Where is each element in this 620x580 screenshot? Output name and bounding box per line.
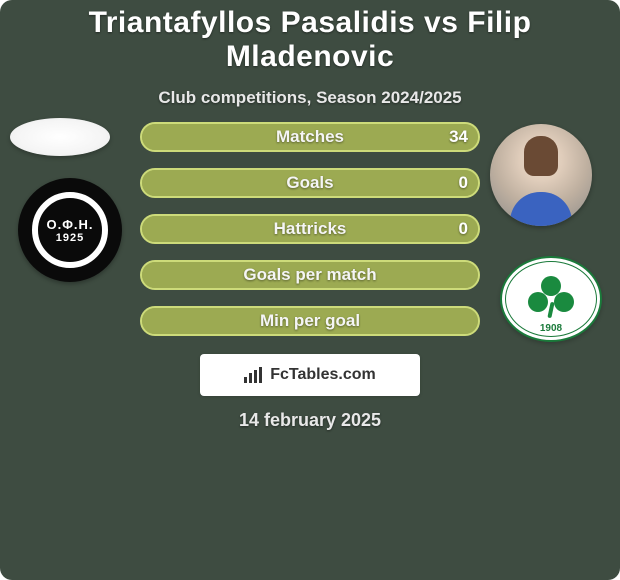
- player1-club-badge: O.Φ.H. 1925: [18, 178, 122, 282]
- stats-container: Matches34Goals0Hattricks0Goals per match…: [140, 122, 480, 352]
- subtitle: Club competitions, Season 2024/2025: [0, 88, 620, 108]
- stat-label: Min per goal: [142, 308, 478, 334]
- player2-club-badge: 1908: [500, 256, 602, 342]
- brand-text: FcTables.com: [270, 366, 376, 384]
- stat-label: Hattricks: [142, 216, 478, 242]
- stat-value-right: 34: [449, 124, 468, 150]
- stat-label: Matches: [142, 124, 478, 150]
- stat-value-right: 0: [459, 170, 468, 196]
- shamrock-icon: [532, 280, 570, 318]
- stat-row: Matches34: [140, 122, 480, 152]
- stat-row: Goals per match: [140, 260, 480, 290]
- stat-row: Min per goal: [140, 306, 480, 336]
- club2-year: 1908: [502, 323, 600, 334]
- stat-value-right: 0: [459, 216, 468, 242]
- club1-text-top: O.Φ.H.: [46, 217, 93, 232]
- player2-avatar: [490, 124, 592, 226]
- bar-chart-icon: [244, 367, 264, 383]
- stat-row: Goals0: [140, 168, 480, 198]
- stat-row: Hattricks0: [140, 214, 480, 244]
- date-label: 14 february 2025: [0, 410, 620, 431]
- stat-label: Goals per match: [142, 262, 478, 288]
- stat-label: Goals: [142, 170, 478, 196]
- page-title: Triantafyllos Pasalidis vs Filip Mladeno…: [0, 0, 620, 74]
- club1-text-bottom: 1925: [56, 232, 84, 244]
- club1-inner: O.Φ.H. 1925: [32, 192, 108, 268]
- brand-badge: FcTables.com: [200, 354, 420, 396]
- player1-avatar: [10, 118, 110, 156]
- comparison-card: Triantafyllos Pasalidis vs Filip Mladeno…: [0, 0, 620, 580]
